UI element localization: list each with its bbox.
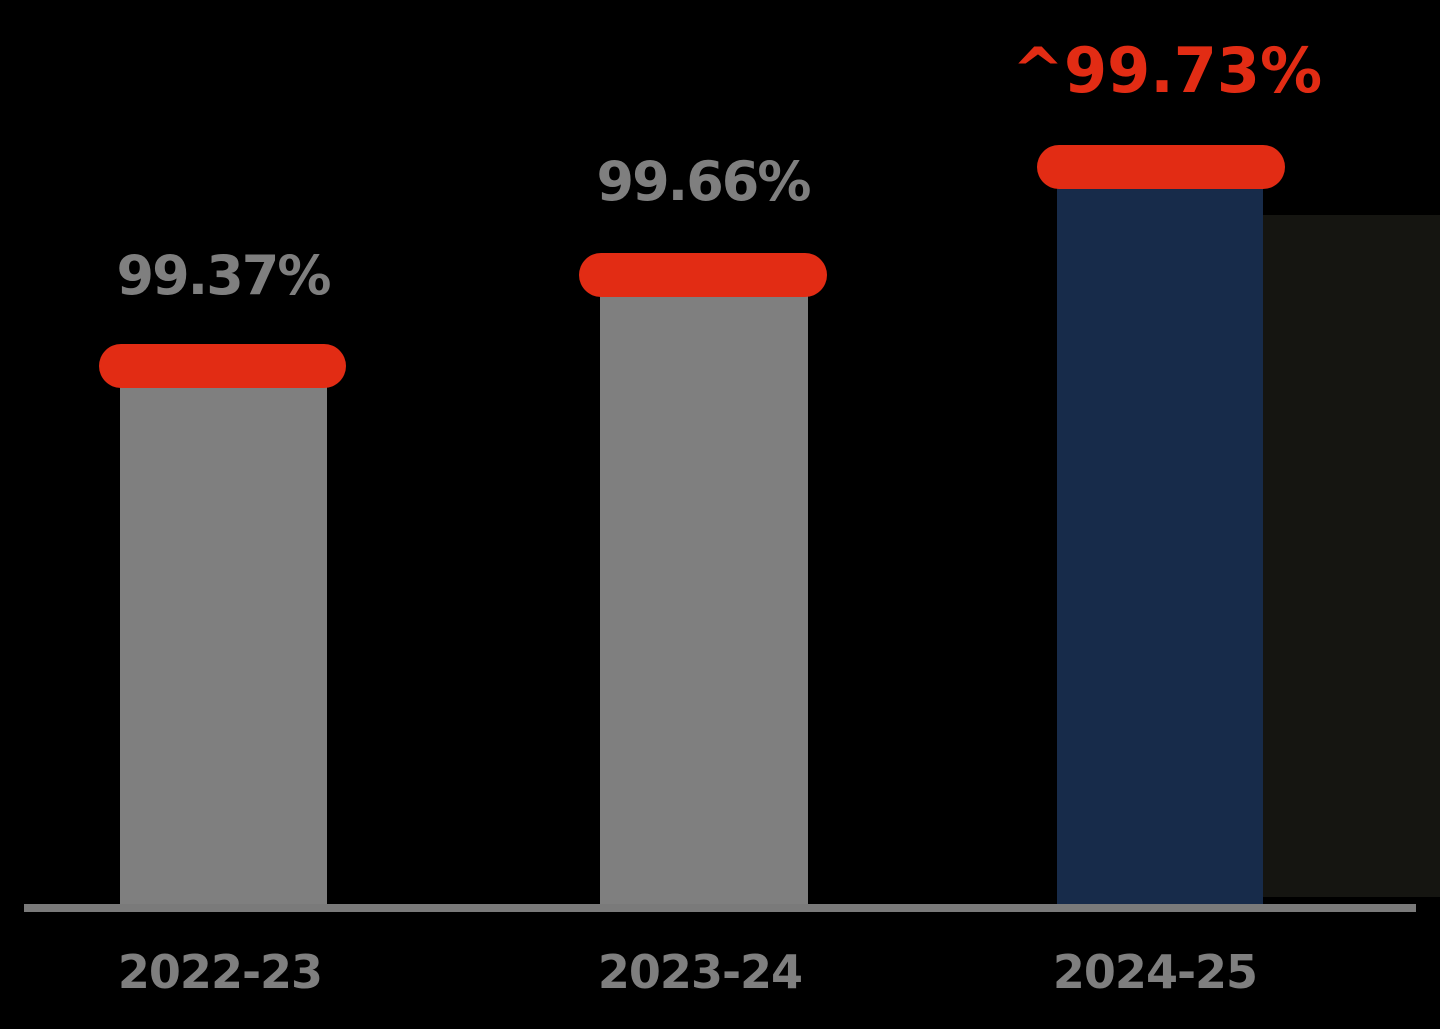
value-label-highlight: ^99.73% — [1012, 34, 1323, 107]
bar-cap-marker — [99, 344, 346, 388]
value-label: 99.37% — [116, 244, 332, 307]
bar-cap-marker — [579, 253, 827, 297]
x-axis-baseline — [24, 904, 1416, 912]
bar-2024-25 — [1057, 168, 1263, 906]
value-label: 99.66% — [596, 150, 812, 213]
x-axis-label: 2024-25 — [1052, 945, 1258, 999]
bar-cap-marker — [1037, 145, 1285, 189]
x-axis-label: 2023-24 — [597, 945, 803, 999]
bar-2023-24 — [600, 275, 808, 906]
bar-2022-23 — [120, 366, 327, 906]
background-shadow-panel — [1263, 215, 1440, 897]
x-axis-label: 2022-23 — [117, 945, 323, 999]
